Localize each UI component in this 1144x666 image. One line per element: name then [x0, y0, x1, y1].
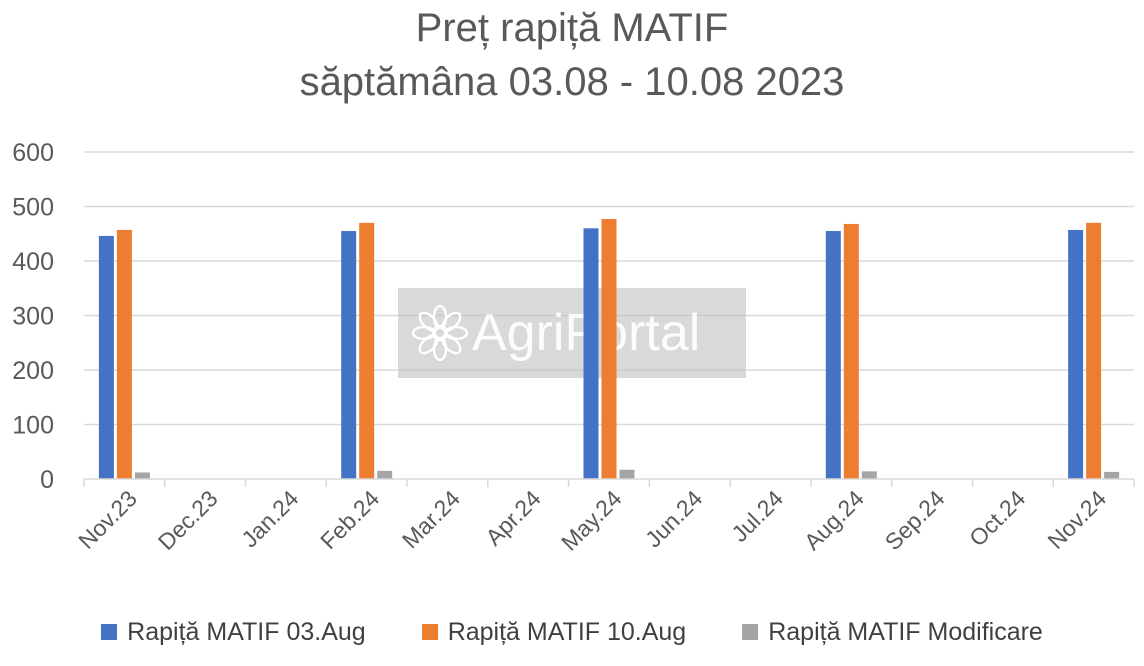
watermark: AgriPortal [398, 288, 746, 378]
x-axis: Nov.23 Dec.23 Jan.24 Feb.24 Mar.24 Apr.24 May.… [73, 478, 1135, 556]
chart-title: Preț rapiță MATIF [415, 6, 729, 50]
legend-item: Rapiță MATIF Modificare [742, 618, 1043, 647]
legend-item: Rapiță MATIF 03.Aug [101, 618, 366, 647]
x-tick-label: Jun.24 [640, 485, 707, 552]
x-tick-label: Oct.24 [964, 485, 1030, 551]
y-tick-label: 300 [12, 303, 54, 331]
y-tick-label: 400 [12, 248, 54, 276]
bar-series-2-Aug-24 [861, 471, 877, 479]
y-tick-label: 100 [12, 412, 54, 440]
x-tick-label: Nov.23 [73, 485, 142, 554]
y-tick-label: 200 [12, 357, 54, 385]
bar-series-1-Nov-24 [1086, 222, 1102, 479]
x-tick-label: Nov.24 [1042, 485, 1111, 554]
legend-swatch [101, 624, 118, 640]
legend-swatch [742, 624, 759, 640]
x-tick-label: Sep.24 [880, 485, 950, 555]
x-tick-label: Mar.24 [397, 485, 465, 553]
bar-series-2-May-24 [619, 469, 635, 479]
legend-item: Rapiță MATIF 10.Aug [421, 617, 687, 647]
legend-swatch [421, 624, 438, 640]
bar-series-0-Aug-24 [825, 231, 841, 479]
x-tick-label: Apr.24 [480, 485, 546, 551]
bar-series-1-Nov-23 [116, 229, 132, 479]
x-tick-label: Aug.24 [799, 485, 869, 555]
bar-series-1-May-24 [601, 219, 617, 479]
bar-series-0-Feb-24 [341, 231, 357, 479]
x-tick-label: May.24 [556, 485, 627, 556]
plot-area: AgriPortal 0 100 200 300 400 500 600 Nov.23Dec… [12, 139, 1135, 556]
bar-series-2-Feb-24 [377, 470, 393, 479]
x-tick-label: Jan.24 [236, 485, 303, 552]
y-tick-label: 0 [40, 466, 54, 494]
legend: Rapiță MATIF 03.Aug Rapiță MATIF 10.Aug Ra… [0, 612, 1144, 652]
bar-series-0-May-24 [583, 228, 599, 479]
legend-label: Rapiță MATIF 03.Aug [127, 617, 366, 646]
legend-label: Rapiță MATIF 10.Aug [447, 617, 687, 646]
bars [98, 219, 1120, 479]
bar-series-0-Nov-24 [1068, 229, 1084, 479]
bar-series-2-Nov-24 [1104, 471, 1120, 479]
y-tick-label: 600 [12, 139, 54, 167]
flower-logo-icon [411, 304, 469, 362]
x-tick-label: Dec.23 [153, 485, 223, 555]
legend-label: Rapiță MATIF Modificare [768, 617, 1043, 646]
y-tick-label: 500 [12, 194, 54, 222]
x-tick-label: Jul.24 [726, 485, 788, 547]
x-tick-label: Feb.24 [315, 485, 384, 554]
bar-series-1-Feb-24 [359, 222, 375, 479]
bar-series-1-Aug-24 [843, 223, 859, 479]
bar-series-0-Nov-23 [98, 235, 114, 479]
bar-series-2-Nov-23 [134, 472, 150, 479]
y-axis: 0 100 200 300 400 500 600 [12, 139, 54, 494]
chart-subtitle: săptămâna 03.08 - 10.08 2023 [299, 60, 845, 104]
